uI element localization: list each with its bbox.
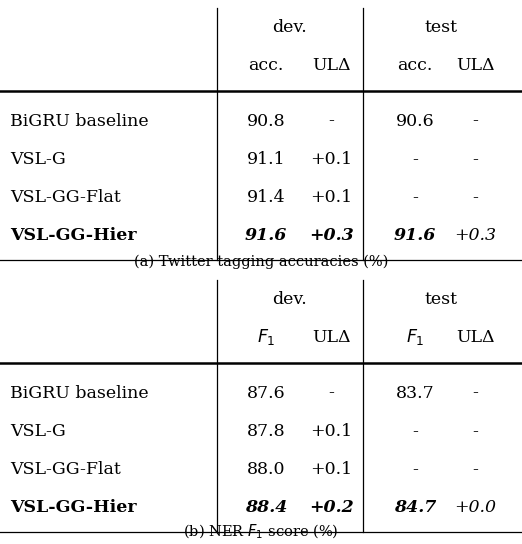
Text: VSL-GG-Hier: VSL-GG-Hier bbox=[10, 227, 137, 244]
Text: test: test bbox=[424, 18, 458, 36]
Text: 90.6: 90.6 bbox=[396, 113, 434, 129]
Text: VSL-G: VSL-G bbox=[10, 151, 66, 168]
Text: BiGRU baseline: BiGRU baseline bbox=[10, 113, 149, 129]
Text: ULΔ: ULΔ bbox=[456, 329, 494, 346]
Text: -: - bbox=[472, 461, 478, 478]
Text: -: - bbox=[328, 113, 335, 129]
Text: +0.1: +0.1 bbox=[311, 189, 352, 206]
Text: -: - bbox=[412, 423, 418, 440]
Text: 91.6: 91.6 bbox=[394, 227, 436, 244]
Text: (b) NER $F_1$ score (%): (b) NER $F_1$ score (%) bbox=[183, 523, 339, 541]
Text: acc.: acc. bbox=[397, 57, 433, 74]
Text: ULΔ: ULΔ bbox=[312, 329, 351, 346]
Text: ULΔ: ULΔ bbox=[456, 57, 494, 74]
Text: +0.2: +0.2 bbox=[309, 499, 354, 516]
Text: (a) Twitter tagging accuracies (%): (a) Twitter tagging accuracies (%) bbox=[134, 255, 388, 269]
Text: +0.1: +0.1 bbox=[311, 423, 352, 440]
Text: -: - bbox=[328, 385, 335, 401]
Text: BiGRU baseline: BiGRU baseline bbox=[10, 385, 149, 401]
Text: +0.1: +0.1 bbox=[311, 151, 352, 168]
Text: 87.6: 87.6 bbox=[247, 385, 286, 401]
Text: $F_1$: $F_1$ bbox=[257, 327, 276, 347]
Text: VSL-G: VSL-G bbox=[10, 423, 66, 440]
Text: VSL-GG-Hier: VSL-GG-Hier bbox=[10, 499, 137, 516]
Text: +0.0: +0.0 bbox=[454, 499, 496, 516]
Text: +0.3: +0.3 bbox=[454, 227, 496, 244]
Text: -: - bbox=[472, 189, 478, 206]
Text: -: - bbox=[472, 113, 478, 129]
Text: 90.8: 90.8 bbox=[247, 113, 286, 129]
Text: -: - bbox=[472, 423, 478, 440]
Text: $F_1$: $F_1$ bbox=[406, 327, 424, 347]
Text: +0.3: +0.3 bbox=[309, 227, 354, 244]
Text: -: - bbox=[412, 461, 418, 478]
Text: -: - bbox=[472, 385, 478, 401]
Text: -: - bbox=[472, 151, 478, 168]
Text: 84.7: 84.7 bbox=[394, 499, 436, 516]
Text: 91.4: 91.4 bbox=[247, 189, 286, 206]
Text: 83.7: 83.7 bbox=[396, 385, 434, 401]
Text: 91.6: 91.6 bbox=[245, 227, 288, 244]
Text: dev.: dev. bbox=[272, 290, 307, 308]
Text: ULΔ: ULΔ bbox=[312, 57, 351, 74]
Text: 88.4: 88.4 bbox=[245, 499, 288, 516]
Text: VSL-GG-Flat: VSL-GG-Flat bbox=[10, 189, 121, 206]
Text: 88.0: 88.0 bbox=[247, 461, 286, 478]
Text: test: test bbox=[424, 290, 458, 308]
Text: -: - bbox=[412, 151, 418, 168]
Text: dev.: dev. bbox=[272, 18, 307, 36]
Text: VSL-GG-Flat: VSL-GG-Flat bbox=[10, 461, 121, 478]
Text: 87.8: 87.8 bbox=[247, 423, 286, 440]
Text: 91.1: 91.1 bbox=[247, 151, 286, 168]
Text: +0.1: +0.1 bbox=[311, 461, 352, 478]
Text: -: - bbox=[412, 189, 418, 206]
Text: acc.: acc. bbox=[248, 57, 284, 74]
